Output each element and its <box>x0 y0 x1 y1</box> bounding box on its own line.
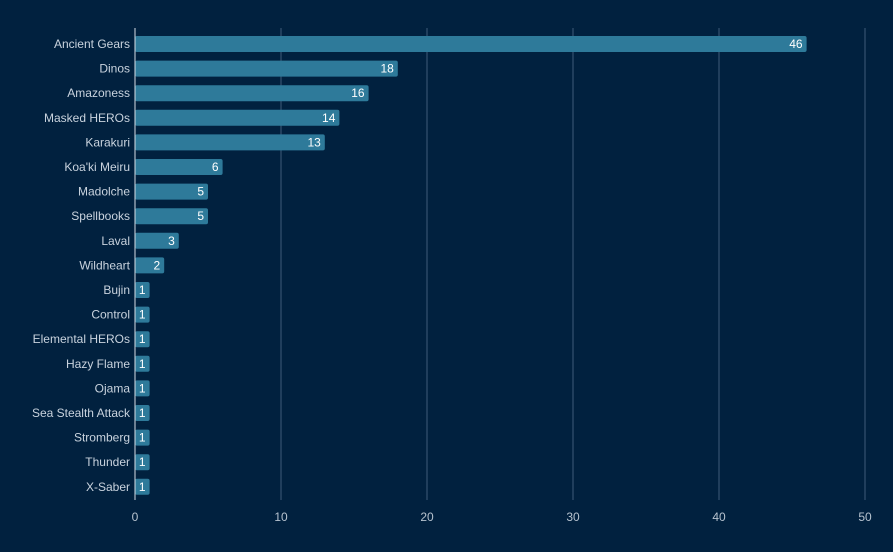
bar-laval <box>135 232 179 249</box>
bar-ancient-gears <box>135 36 807 52</box>
category-label: X-Saber <box>86 480 130 494</box>
category-label: Ojama <box>95 381 131 395</box>
bar-koa-ki-meiru <box>135 159 223 175</box>
bar-bujin <box>135 282 150 298</box>
value-label: 1 <box>139 455 146 469</box>
category-label: Stromberg <box>74 431 130 445</box>
category-label: Hazy Flame <box>66 357 130 371</box>
value-label: 1 <box>139 480 146 494</box>
value-label: 5 <box>197 185 204 199</box>
bar-dinos <box>135 60 398 77</box>
bar-elemental-heros <box>135 331 150 348</box>
category-label: Elemental HEROs <box>33 332 130 346</box>
value-label: 3 <box>168 234 175 248</box>
value-label: 1 <box>139 431 146 445</box>
bars <box>135 36 807 495</box>
value-label: 1 <box>139 332 146 346</box>
bar-madolche <box>135 183 208 200</box>
x-tick-label: 10 <box>274 510 288 524</box>
value-label: 46 <box>789 37 803 51</box>
category-label: Control <box>91 308 130 322</box>
category-label: Spellbooks <box>71 209 130 223</box>
grid-lines <box>280 28 866 500</box>
bar-wildheart <box>135 257 165 274</box>
value-label: 13 <box>307 135 321 149</box>
x-tick-label: 50 <box>858 510 872 524</box>
value-label: 2 <box>154 258 161 272</box>
bar-x-saber <box>135 478 150 495</box>
category-label: Amazoness <box>67 86 130 100</box>
category-label: Karakuri <box>85 135 130 149</box>
category-label: Laval <box>101 234 130 248</box>
category-label: Sea Stealth Attack <box>32 406 131 420</box>
bar-sea-stealth-attack <box>135 405 150 421</box>
bar-ojama <box>135 380 150 397</box>
category-label: Dinos <box>99 62 130 76</box>
value-label: 16 <box>351 86 365 100</box>
value-label: 18 <box>380 62 394 76</box>
bar-thunder <box>135 454 150 471</box>
value-label: 1 <box>139 406 146 420</box>
category-label: Masked HEROs <box>44 111 130 125</box>
x-tick-label: 40 <box>712 510 726 524</box>
category-label: Bujin <box>103 283 130 297</box>
value-label: 14 <box>322 111 336 125</box>
bar-masked-heros <box>135 109 340 126</box>
bar-karakuri <box>135 134 325 151</box>
x-tick-label: 30 <box>566 510 580 524</box>
x-tick-label: 0 <box>132 510 139 524</box>
value-label: 1 <box>139 283 146 297</box>
x-tick-label: 20 <box>420 510 434 524</box>
category-label: Thunder <box>85 455 130 469</box>
labels: 0 10 20 30 40 50 Ancient Gears 46 Dinos 18 Amazone… <box>32 37 872 524</box>
value-label: 1 <box>139 381 146 395</box>
bar-control <box>135 306 150 323</box>
value-label: 5 <box>197 209 204 223</box>
category-label: Koa'ki Meiru <box>64 160 130 174</box>
bar-amazoness <box>135 85 369 102</box>
bar-stromberg <box>135 429 150 446</box>
value-label: 1 <box>139 308 146 322</box>
category-label: Madolche <box>78 185 130 199</box>
bar-spellbooks <box>135 208 208 225</box>
category-label: Ancient Gears <box>54 37 130 51</box>
value-label: 6 <box>212 160 219 174</box>
bar-hazy-flame <box>135 355 150 372</box>
category-label: Wildheart <box>79 258 130 272</box>
value-label: 1 <box>139 357 146 371</box>
